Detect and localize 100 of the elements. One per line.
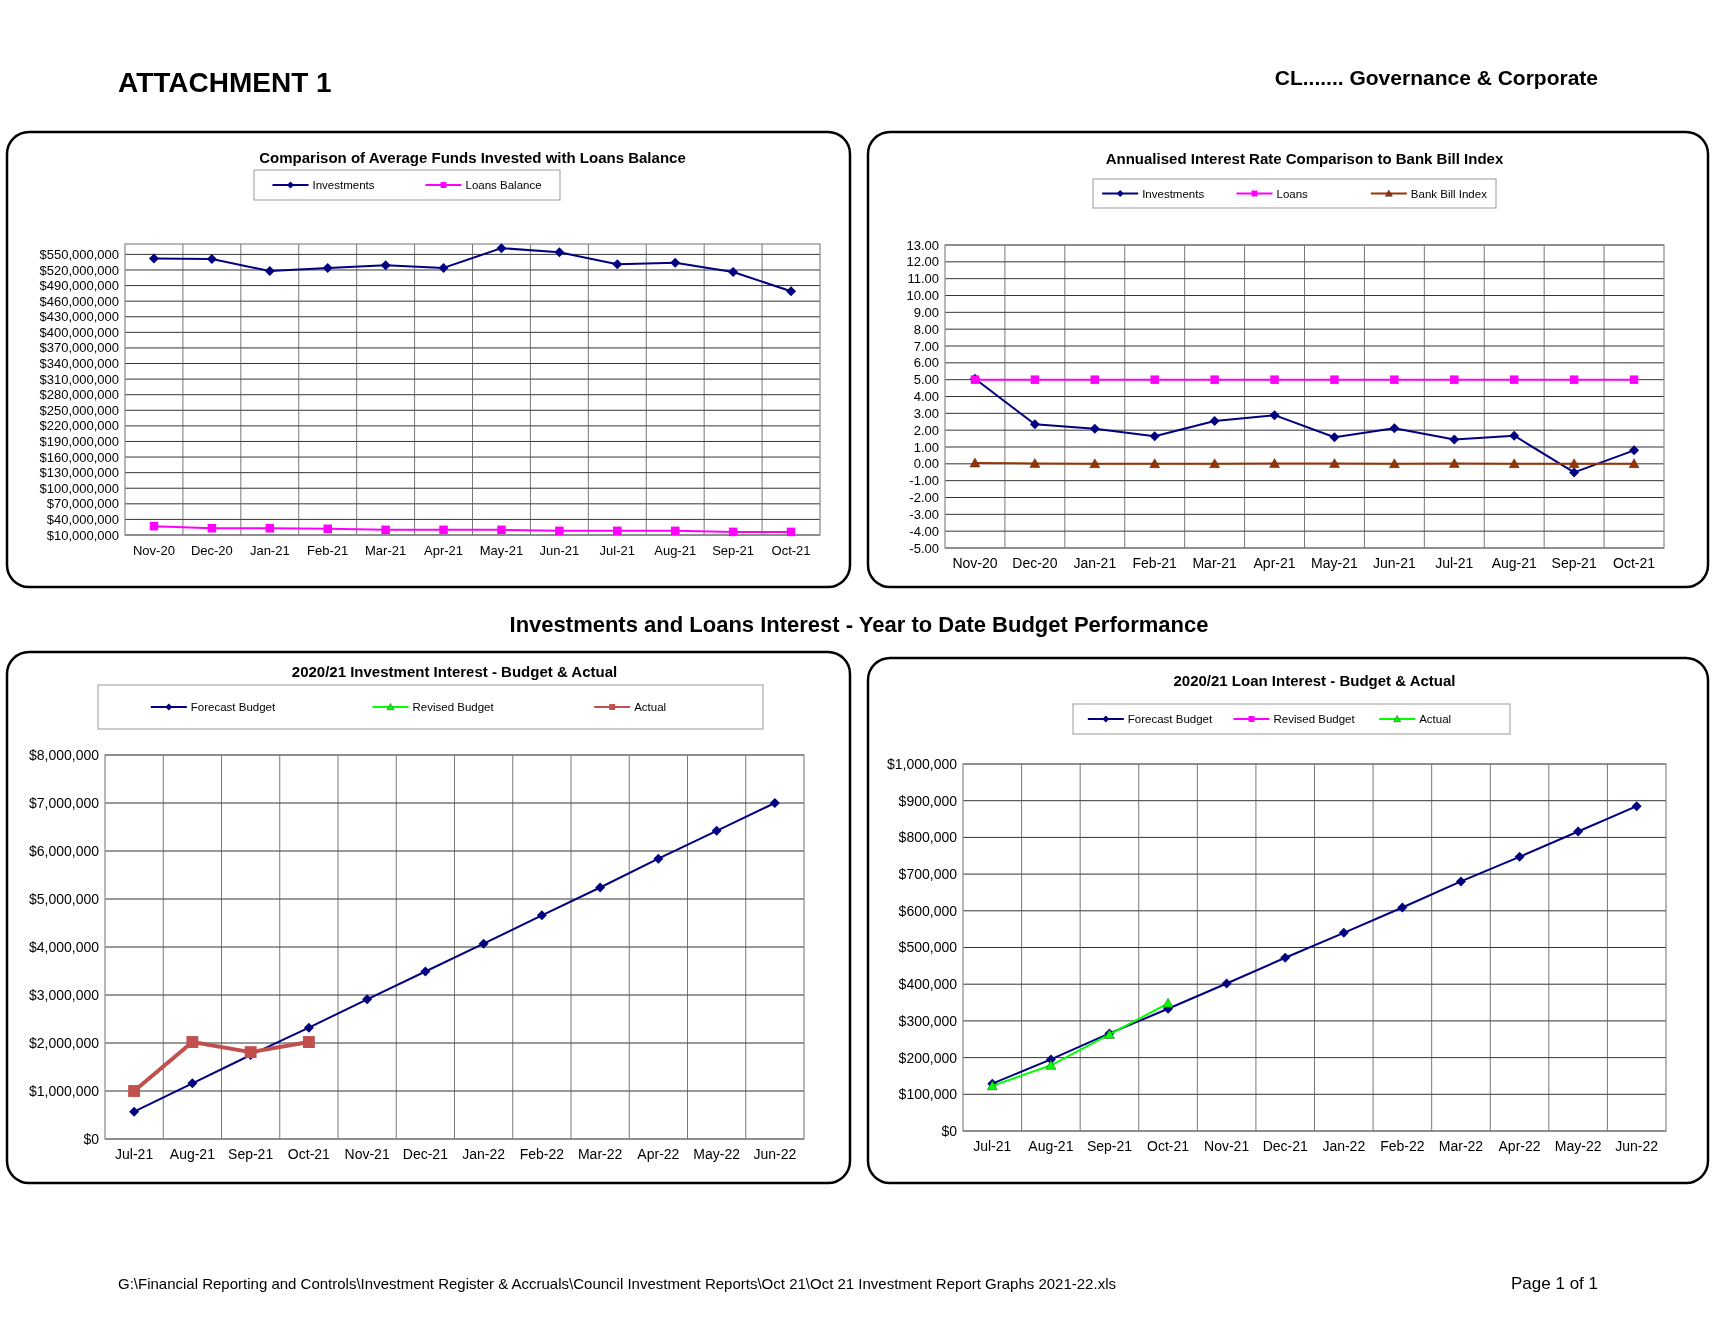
point <box>1221 978 1232 989</box>
x-tick-label: Nov-21 <box>1204 1138 1250 1154</box>
legend-label: Revised Budget <box>1273 713 1356 726</box>
y-tick-label: $600,000 <box>898 902 958 919</box>
point <box>613 526 622 536</box>
text: Investments and Loans Interest - Year to Date Budget Performance <box>509 612 1209 637</box>
point <box>1210 375 1219 384</box>
x-tick-label: Aug-21 <box>1028 1138 1074 1154</box>
x-tick-label: Aug-21 <box>169 1146 216 1162</box>
point <box>769 798 780 808</box>
x-tick-label: Feb-22 <box>1380 1138 1425 1154</box>
legend-label: Forecast Budget <box>1127 713 1214 726</box>
x-tick-label: Oct-21 <box>1147 1138 1190 1154</box>
x-tick-label: Apr-22 <box>1498 1138 1541 1154</box>
legend-label: Actual <box>1419 713 1452 726</box>
y-tick-label: $550,000,000 <box>39 246 119 262</box>
y-tick-label: $4,000,000 <box>28 938 100 955</box>
point <box>1455 876 1466 887</box>
point <box>128 1085 141 1097</box>
y-tick-label: $400,000 <box>898 976 958 993</box>
y-tick-label: 8.00 <box>913 321 939 337</box>
point <box>1509 430 1520 441</box>
y-tick-label: $400,000,000 <box>39 324 119 340</box>
point <box>711 825 722 836</box>
x-tick-label: Jun-21 <box>1372 555 1416 571</box>
point <box>439 525 448 535</box>
point <box>670 257 681 268</box>
y-tick-label: $1,000,000 <box>28 1082 100 1099</box>
x-tick-label: Feb-21 <box>307 543 349 558</box>
point <box>264 266 275 277</box>
x-tick-label: Apr-21 <box>1253 555 1296 571</box>
x-tick-label: Dec-21 <box>1262 1138 1308 1154</box>
y-tick-label: $200,000 <box>898 1049 958 1066</box>
text: CL....... Governance & Corporate <box>1274 66 1598 89</box>
point <box>1280 952 1291 963</box>
point <box>322 262 333 273</box>
point <box>129 1106 140 1117</box>
x-tick-label: Sep-21 <box>228 1146 274 1162</box>
point <box>1573 826 1584 837</box>
y-tick-label: $6,000,000 <box>28 842 100 859</box>
point <box>438 262 449 273</box>
y-tick-label: $3,000,000 <box>28 986 100 1003</box>
point <box>420 966 431 977</box>
y-tick-label: $7,000,000 <box>28 794 100 811</box>
point <box>380 260 391 271</box>
y-tick-label: 9.00 <box>913 304 939 320</box>
y-tick-label: $130,000,000 <box>39 465 119 481</box>
x-tick-label: Jul-21 <box>115 1146 154 1162</box>
y-tick-label: $310,000,000 <box>39 371 119 387</box>
point <box>1568 458 1580 468</box>
y-tick-label: $70,000,000 <box>46 496 119 512</box>
x-tick-label: Oct-21 <box>1613 555 1656 571</box>
y-tick-label: $490,000,000 <box>39 278 119 294</box>
point <box>536 910 547 921</box>
y-tick-label: $10,000,000 <box>46 527 119 543</box>
y-tick-label: $190,000,000 <box>39 434 119 450</box>
x-tick-label: Dec-21 <box>402 1146 449 1162</box>
legend-label: Loans <box>1276 187 1309 200</box>
point <box>1329 458 1340 468</box>
y-tick-label: -4.00 <box>909 523 939 539</box>
x-tick-label: Jan-21 <box>249 543 290 558</box>
x-tick-label: Sep-21 <box>1086 1138 1133 1154</box>
point <box>186 1036 199 1048</box>
point <box>1628 458 1640 468</box>
y-tick-label: -3.00 <box>909 506 939 522</box>
y-tick-label: 4.00 <box>913 389 939 405</box>
x-tick-label: Nov-20 <box>133 543 175 558</box>
point <box>1149 458 1160 468</box>
point <box>362 994 373 1005</box>
y-tick-label: $520,000,000 <box>39 262 119 278</box>
point <box>303 1022 314 1033</box>
point <box>595 882 606 893</box>
x-tick-label: Jul-21 <box>599 543 635 558</box>
y-tick-label: $250,000,000 <box>39 402 119 418</box>
x-tick-label: Mar-22 <box>577 1146 623 1162</box>
x-tick-label: Oct-21 <box>287 1146 331 1162</box>
x-tick-label: Feb-22 <box>519 1146 565 1162</box>
y-tick-label: $430,000,000 <box>39 309 119 325</box>
x-tick-label: Jul-21 <box>1435 555 1474 571</box>
point <box>728 267 739 278</box>
y-tick-label: $1,000,000 <box>886 755 958 772</box>
point <box>1150 375 1159 384</box>
y-tick-label: $460,000,000 <box>39 293 119 309</box>
point <box>1514 851 1525 862</box>
chart-title: Annualised Interest Rate Comparison to Bank Bill Index <box>1105 150 1504 167</box>
x-tick-label: Mar-22 <box>1438 1138 1484 1154</box>
y-tick-label: $0 <box>83 1130 100 1147</box>
x-tick-label: Dec-20 <box>190 543 233 558</box>
point <box>1209 416 1220 427</box>
point <box>612 259 623 270</box>
point <box>244 1046 257 1059</box>
point <box>497 525 506 535</box>
point <box>1629 375 1639 384</box>
point <box>1090 375 1100 384</box>
y-tick-label: 3.00 <box>913 405 939 421</box>
point <box>1450 375 1459 384</box>
x-tick-label: Feb-21 <box>1132 555 1178 571</box>
point <box>554 247 565 258</box>
point <box>1389 458 1400 468</box>
legend-label: Investments <box>312 179 375 192</box>
